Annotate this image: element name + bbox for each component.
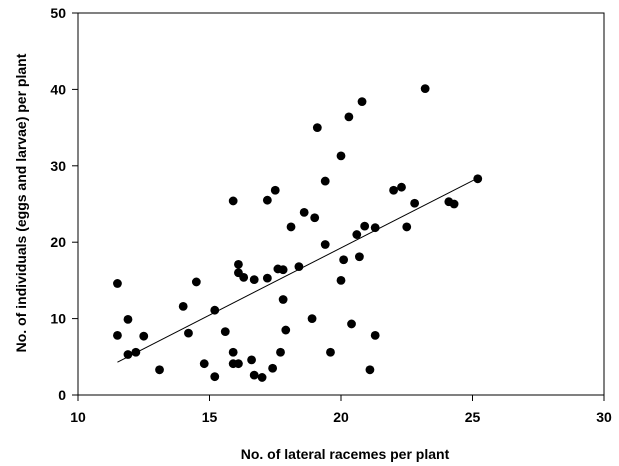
data-point [249, 370, 259, 380]
x-tick-label: 15 [202, 409, 218, 425]
data-point [270, 185, 280, 195]
data-point [344, 112, 354, 122]
data-point [389, 185, 398, 195]
data-point [360, 221, 370, 231]
data-point [336, 276, 346, 285]
data-point [228, 347, 238, 357]
data-point [352, 230, 362, 239]
x-tick-label: 30 [596, 409, 612, 425]
data-point [286, 222, 296, 232]
data-point [276, 347, 285, 357]
data-point [184, 328, 193, 338]
y-tick-label: 0 [58, 387, 66, 403]
data-point [268, 363, 278, 373]
x-axis-title: No. of lateral racemes per plant [241, 446, 450, 462]
data-point [347, 319, 356, 329]
y-tick-label: 10 [50, 311, 66, 327]
data-point [473, 174, 483, 184]
data-point [247, 355, 256, 365]
y-tick-label: 30 [50, 158, 66, 174]
data-point [123, 314, 133, 324]
y-tick-label: 50 [50, 5, 66, 21]
data-point [239, 272, 249, 282]
data-point [312, 123, 322, 132]
y-tick-label: 40 [50, 81, 66, 97]
data-point [262, 273, 272, 283]
data-point [299, 208, 309, 217]
data-point [370, 223, 380, 233]
data-point [257, 373, 267, 382]
data-point [402, 222, 412, 232]
data-point [113, 279, 122, 288]
data-point [336, 151, 346, 161]
data-point [320, 176, 330, 186]
data-point [210, 372, 220, 382]
plot-area-frame [77, 12, 605, 396]
data-point [249, 275, 259, 285]
data-point [281, 325, 291, 335]
x-tick-label: 20 [333, 409, 349, 425]
x-tick-label: 25 [465, 409, 481, 425]
data-point [355, 252, 364, 262]
y-axis-title: No. of individuals (eggs and larvae) per… [13, 53, 29, 352]
data-point [357, 97, 367, 107]
data-point [410, 198, 420, 208]
data-point [139, 331, 149, 341]
data-point [262, 195, 272, 205]
data-point [234, 359, 243, 369]
data-point [370, 331, 380, 340]
data-point [449, 199, 459, 209]
data-point [131, 347, 141, 357]
data-point [234, 259, 243, 269]
data-point [191, 277, 201, 287]
data-point [178, 301, 188, 311]
data-point [397, 182, 406, 192]
data-point [228, 196, 238, 206]
data-point [365, 365, 375, 375]
data-point [220, 327, 230, 336]
data-point [113, 331, 122, 340]
data-point [210, 305, 220, 315]
data-point [294, 262, 304, 272]
data-point [199, 359, 209, 369]
data-point [339, 255, 349, 265]
data-point [320, 240, 330, 249]
data-point [155, 365, 164, 375]
data-point [307, 314, 317, 323]
data-point [326, 347, 335, 357]
data-point [123, 350, 133, 359]
y-tick-label: 20 [50, 234, 66, 250]
data-point [278, 265, 288, 275]
data-point [420, 84, 430, 94]
x-tick-label: 10 [70, 409, 86, 425]
data-point [310, 213, 320, 223]
data-point [278, 295, 288, 304]
